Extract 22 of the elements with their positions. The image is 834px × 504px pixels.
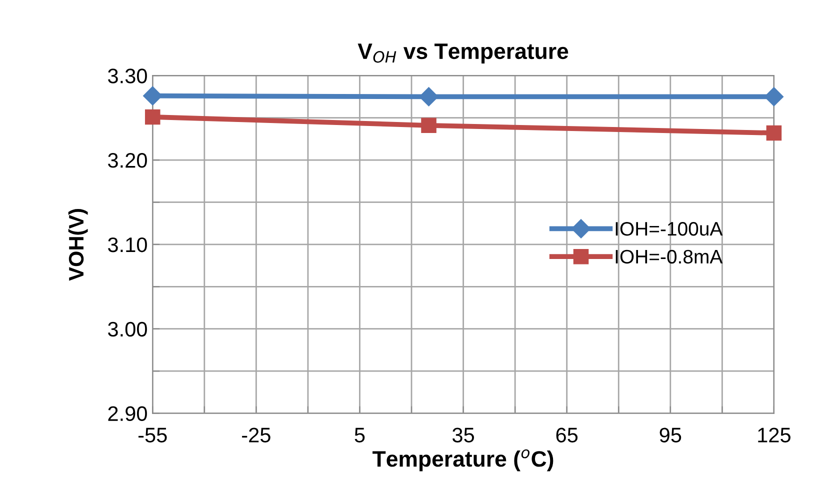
x-axis-title: Temperature ($^{o}$C)	[372, 449, 554, 472]
legend-label: IOH=-0.8mA	[616, 250, 723, 264]
point	[766, 125, 782, 141]
x-tick-label: -25	[242, 428, 270, 442]
x-tick-label: 5	[354, 428, 365, 442]
x-tick-label: 65	[556, 428, 578, 442]
y-tick-label: 3.20	[108, 153, 147, 168]
point	[143, 86, 162, 106]
point	[144, 109, 160, 125]
point	[421, 118, 436, 134]
y-tick-label: 3.30	[108, 68, 147, 84]
y-axis-title: VOH(V)	[68, 209, 88, 281]
y-tick-label: 2.90	[108, 406, 147, 422]
x-tick-label: -55	[138, 428, 167, 442]
y-tick-label: 3.10	[108, 237, 147, 252]
x-tick-label: 35	[452, 428, 474, 442]
y-tick-label: 3.00	[108, 322, 147, 337]
legend-label: IOH=-100uA	[616, 222, 723, 236]
chart-title: V$_{OH}$ vs Temperature	[358, 44, 568, 64]
x-tick-label: 125	[758, 428, 790, 442]
point	[419, 87, 438, 106]
x-tick-label: 95	[660, 428, 682, 442]
